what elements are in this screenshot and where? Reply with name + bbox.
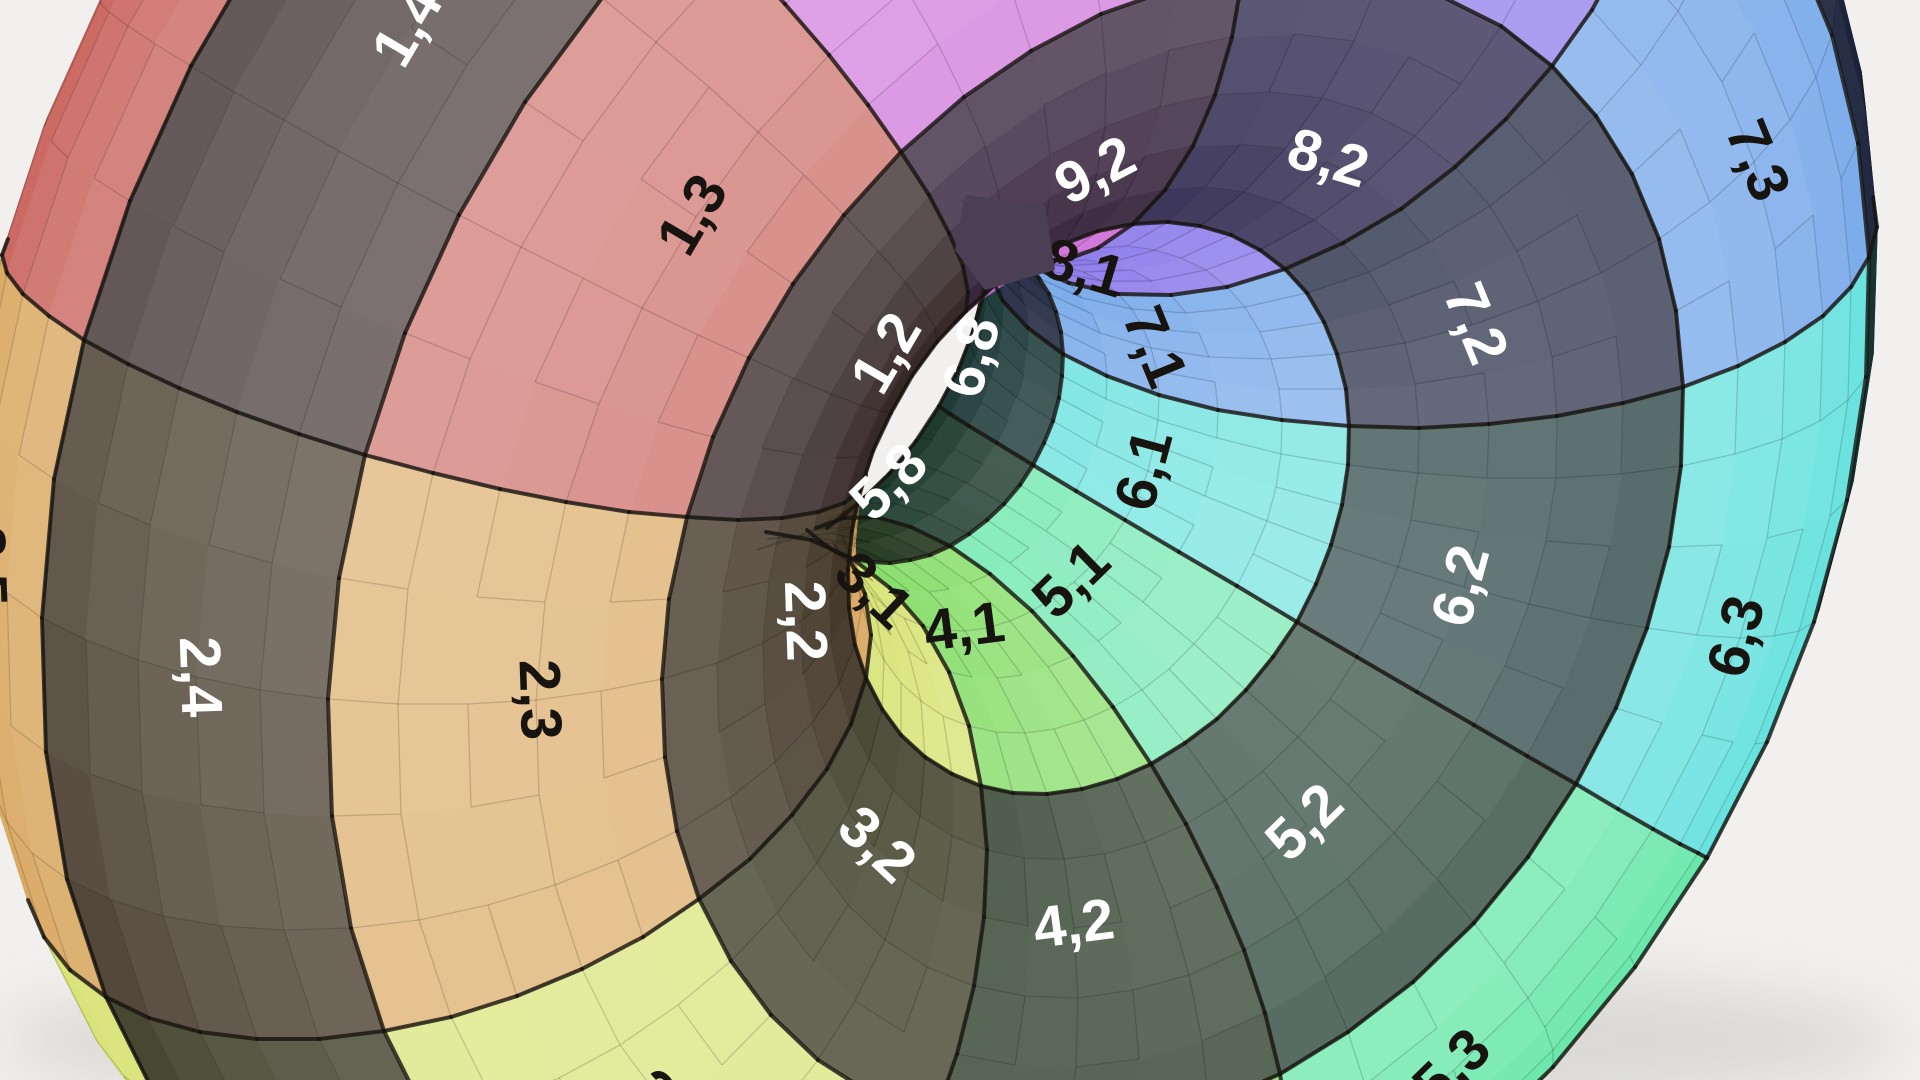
svg-text:4,1: 4,1 (920, 589, 1008, 664)
svg-text:2,5: 2,5 (0, 525, 19, 608)
svg-text:2,3: 2,3 (506, 658, 574, 741)
svg-text:2,2: 2,2 (772, 580, 840, 663)
svg-text:4,2: 4,2 (1029, 886, 1117, 961)
svg-text:2,4: 2,4 (167, 635, 235, 718)
